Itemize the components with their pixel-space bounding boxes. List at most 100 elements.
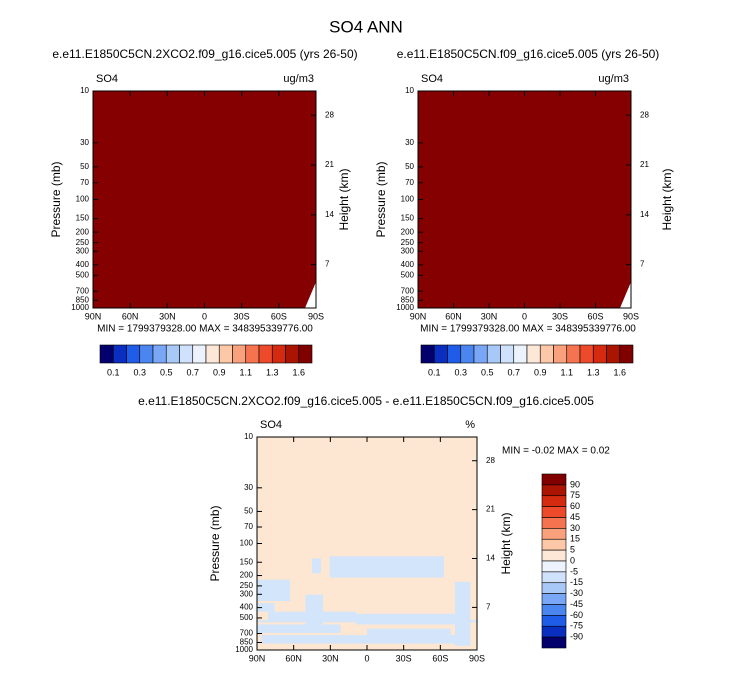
colorbar-label: 1.6 [613, 367, 626, 377]
left-label: SO4 [421, 73, 443, 85]
y-tick-label: 250 [240, 581, 254, 590]
y-tick-label: 200 [76, 227, 90, 236]
colorbar-box [486, 344, 501, 364]
y-tick-label: 150 [401, 214, 415, 223]
colorbar-box [541, 506, 567, 518]
colorbar-box [192, 344, 207, 364]
y-tick-label: 10 [244, 432, 253, 441]
y-tick-label: 30 [244, 483, 253, 492]
y-tick-label: 150 [240, 557, 254, 566]
x-tick-label: 90N [249, 653, 266, 663]
colorbar-box [541, 538, 567, 551]
colorbar-box [541, 615, 567, 627]
colorbar-box [619, 344, 634, 364]
colorbar-box [539, 344, 554, 364]
y-tick-label: 250 [401, 238, 415, 247]
missing-region [620, 282, 631, 308]
colorbar-box [541, 484, 567, 497]
left-label: SO4 [96, 73, 118, 85]
colorbar-box [566, 344, 581, 364]
colorbar-label: 0.3 [454, 367, 467, 377]
contour-patch [257, 603, 275, 612]
colorbar-box [460, 344, 475, 364]
colorbar-label: 0.1 [428, 367, 441, 377]
panel-title: e.e11.E1850C5CN.2XCO2.f09_g16.cice5.005 … [138, 394, 594, 408]
y-tick-label: 400 [76, 260, 90, 269]
x-tick-label: 60S [587, 311, 603, 321]
y2-axis-label: Height (km) [660, 168, 674, 230]
colorbar-box [420, 344, 435, 364]
right-label: ug/m3 [283, 73, 314, 85]
colorbar-box [592, 344, 607, 364]
colorbar-box [541, 473, 567, 486]
y-tick-label: 100 [240, 539, 254, 548]
contour-patch [455, 581, 471, 646]
y-tick-label: 500 [240, 613, 254, 622]
missing-region [305, 282, 316, 308]
x-tick-label: 90N [410, 311, 427, 321]
y-tick-label: 50 [80, 162, 89, 171]
colorbar-box [606, 344, 621, 364]
y2-tick-label: 21 [640, 160, 649, 169]
colorbar-box [165, 344, 180, 364]
colorbar-label: 0.3 [133, 367, 146, 377]
x-tick-label: 30S [396, 653, 412, 663]
colorbar-label: 0.5 [481, 367, 494, 377]
y-tick-label: 200 [401, 227, 415, 236]
colorbar-label: -30 [570, 588, 583, 598]
y2-tick-label: 28 [640, 110, 649, 119]
y-tick-label: 10 [80, 86, 89, 95]
y-tick-label: 300 [76, 246, 90, 255]
colorbar-box [205, 344, 220, 364]
colorbar-box [232, 344, 247, 364]
colorbar-box [433, 344, 448, 364]
y-tick-label: 150 [76, 214, 90, 223]
colorbar-label: -90 [570, 632, 583, 642]
x-tick-label: 90S [469, 653, 485, 663]
y-tick-label: 70 [405, 178, 414, 187]
panel-title: e.e11.E1850C5CN.2XCO2.f09_g16.cice5.005 … [52, 47, 357, 61]
y2-tick-label: 21 [325, 160, 334, 169]
colorbar-label: 5 [570, 545, 575, 555]
x-tick-label: 0 [202, 311, 207, 321]
colorbar-box [541, 582, 567, 594]
colorbar-box [541, 604, 567, 616]
colorbar-box [298, 344, 313, 364]
stats: MIN = -0.02 MAX = 0.02 [502, 446, 610, 457]
y-tick-label: 1000 [235, 645, 253, 654]
y-tick-label: 200 [240, 571, 254, 580]
x-tick-label: 90S [308, 311, 324, 321]
colorbar-label: 75 [570, 490, 580, 500]
colorbar-box [526, 344, 541, 364]
y-tick-label: 400 [240, 603, 254, 612]
y-axis-label: Pressure (mb) [374, 161, 388, 237]
left-label: SO4 [260, 419, 282, 431]
y-tick-label: 1000 [396, 303, 414, 312]
x-tick-label: 60N [122, 311, 139, 321]
y-tick-label: 850 [76, 295, 90, 304]
contour-fill [418, 91, 631, 308]
y-tick-label: 100 [401, 195, 415, 204]
colorbar-box [447, 344, 462, 364]
colorbar-label: -5 [570, 566, 578, 576]
y2-tick-label: 14 [640, 210, 649, 219]
colorbar-box [285, 344, 300, 364]
colorbar-box [473, 344, 488, 364]
y2-tick-label: 28 [325, 110, 334, 119]
y-tick-label: 500 [401, 270, 415, 279]
colorbar-box [500, 344, 515, 364]
contour-fill [93, 91, 316, 308]
y-tick-label: 700 [401, 286, 415, 295]
stats: MIN = 1799379328.00 MAX = 348395339776.0… [97, 324, 313, 335]
colorbar-box [541, 495, 567, 507]
y2-axis-label: Height (km) [337, 168, 351, 230]
y-tick-label: 100 [76, 195, 90, 204]
colorbar-label: 0.9 [213, 367, 226, 377]
right-label: ug/m3 [598, 73, 629, 85]
colorbar-label: -45 [570, 599, 583, 609]
colorbar-box [139, 344, 154, 364]
y-tick-label: 850 [401, 295, 415, 304]
x-tick-label: 30N [322, 653, 339, 663]
right-label: % [465, 419, 475, 431]
x-tick-label: 30S [552, 311, 568, 321]
